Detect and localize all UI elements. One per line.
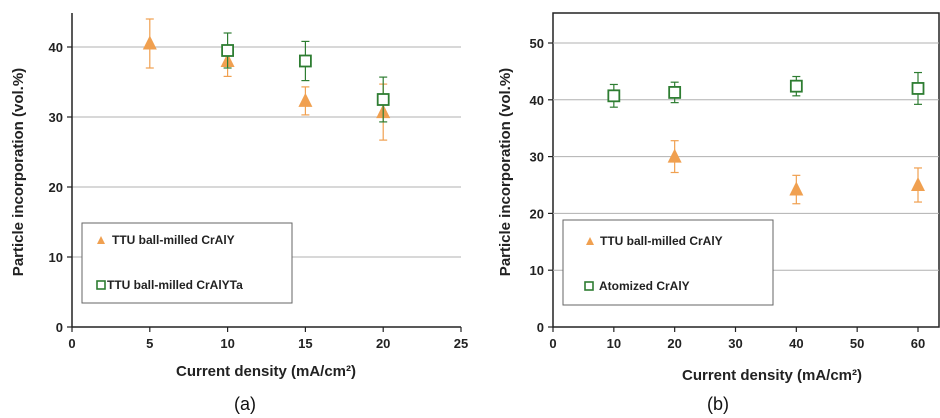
chart-a-legend: TTU ball-milled CrAlY TTU ball-milled Cr… [81,222,293,304]
chart-a-series-1-point [376,76,390,123]
triangle-marker [667,148,682,163]
chart-b-y-tick-label: 20 [530,206,544,221]
chart-a-x-tick-label: 0 [68,336,75,351]
chart-b-legend-square-icon [584,281,594,291]
chart-a-marks [142,18,391,141]
chart-a: 0 10 20 30 40 0 5 10 15 20 25 Current density (mA/… [10,13,468,414]
chart-a-y-tick-label: 30 [49,110,63,125]
chart-a-legend-box [81,222,293,304]
chart-b-legend: TTU ball-milled CrAlY Atomized CrAlY [562,219,774,306]
chart-b-x-tick-label: 50 [850,336,864,351]
chart-b-x-axis-title: Current density (mA/cm²) [682,367,862,384]
chart-a-series-1-point [298,40,312,82]
chart-b-x-tick-label: 60 [911,336,925,351]
chart-b-legend-label-1: TTU ball-milled CrAlY [600,234,723,248]
chart-b-series-1-point [607,83,621,108]
chart-a-legend-triangle-icon [97,236,105,244]
chart-b-x-tick-label: 10 [607,336,621,351]
chart-b-legend-box [562,219,774,306]
square-marker [221,44,235,57]
chart-a-legend-square-icon [96,280,106,290]
chart-b-series-0-point [789,174,804,205]
chart-a-y-tick-label: 20 [49,180,63,195]
chart-b-y-axis-title: Particle incorporation (vol.%) [497,68,514,276]
triangle-marker [142,35,157,50]
chart-b-legend-triangle-icon [586,237,594,245]
square-marker [911,82,925,95]
square-marker [607,89,621,103]
chart-a-ticks: 0 10 20 30 40 0 5 10 15 20 25 [49,40,469,351]
chart-a-y-tick-label: 10 [49,250,63,265]
chart-a-y-axis-title: Particle incorporation (vol.%) [10,68,27,276]
chart-b-series-1-point [668,81,682,104]
chart-b-x-tick-label: 30 [728,336,742,351]
chart-a-legend-label-1: TTU ball-milled CrAlY [112,233,235,247]
square-marker [668,86,682,99]
chart-b-caption: (b) [707,394,729,414]
triangle-marker [789,181,804,196]
chart-a-x-tick-label: 10 [220,336,234,351]
chart-b-series-0-point [667,140,682,174]
chart-b-y-tick-label: 30 [530,150,544,165]
chart-b-y-tick-label: 50 [530,36,544,51]
chart-a-legend-label-2: TTU ball-milled CrAlYTa [107,278,243,292]
chart-a-y-tick-label: 40 [49,40,63,55]
chart-a-y-tick-label: 0 [56,320,63,335]
chart-b-x-tick-label: 40 [789,336,803,351]
triangle-marker [911,177,925,191]
chart-a-series-0-point [298,86,313,116]
square-marker [298,54,312,68]
chart-b-y-tick-label: 0 [537,320,544,335]
chart-a-series-1-point [221,32,235,69]
chart-b-series-0-point [911,167,925,203]
chart-a-x-tick-label: 25 [454,336,468,351]
chart-a-x-axis-title: Current density (mA/cm²) [176,363,356,380]
chart-a-x-tick-label: 5 [146,336,153,351]
chart-b-y-tick-label: 40 [530,93,544,108]
chart-b-series-1-point [789,75,803,97]
chart-b-y-tick-label: 10 [530,263,544,278]
chart-a-caption: (a) [234,394,256,414]
triangle-marker [298,92,313,107]
chart-b-ticks: 0 10 20 30 40 50 0 10 20 30 40 50 60 [530,36,926,351]
chart-a-x-tick-label: 20 [376,336,390,351]
square-marker [789,79,803,93]
chart-b-x-tick-label: 0 [549,336,556,351]
chart-b-x-tick-label: 20 [667,336,681,351]
chart-b-marks [607,71,925,205]
chart-b-plot-frame [552,12,940,328]
chart-b: 0 10 20 30 40 50 0 10 20 30 40 50 60 Current density… [497,12,940,414]
chart-b-legend-label-2: Atomized CrAlY [599,279,690,293]
square-marker [376,93,390,106]
chart-a-x-tick-label: 15 [298,336,312,351]
chart-b-series-1-point [911,71,925,105]
chart-a-series-0-point [142,18,157,69]
